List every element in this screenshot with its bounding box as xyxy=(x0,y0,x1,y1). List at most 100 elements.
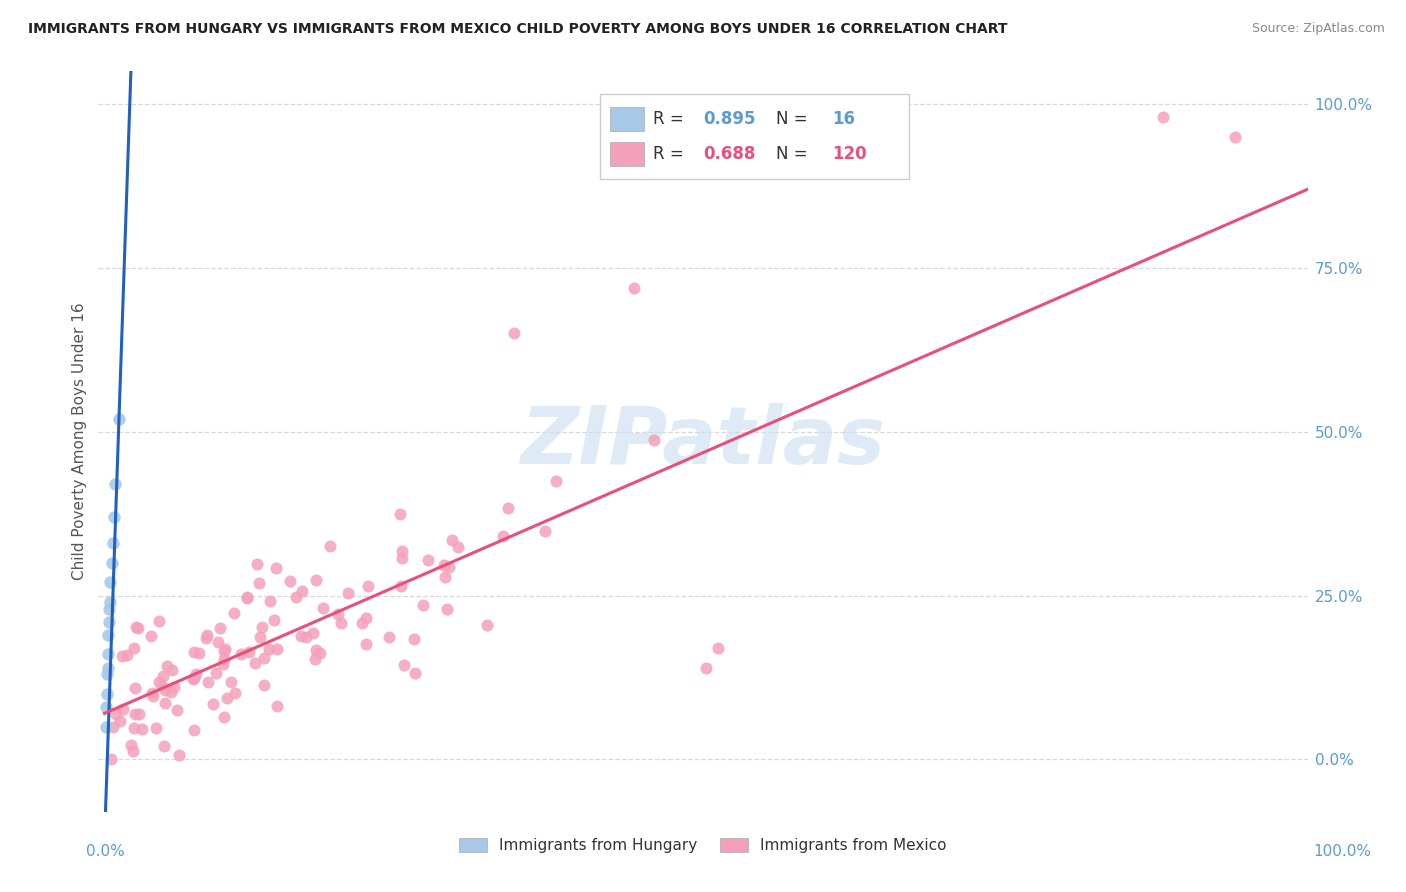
Point xyxy=(441,533,464,548)
Point xyxy=(128,707,150,722)
Point xyxy=(305,573,328,587)
Point xyxy=(120,738,142,752)
Point xyxy=(259,593,281,607)
Text: 0.0%: 0.0% xyxy=(86,845,125,859)
Point xyxy=(150,679,173,693)
Point xyxy=(291,583,314,598)
Point xyxy=(101,721,124,735)
Point xyxy=(285,590,308,604)
Point xyxy=(236,590,259,604)
Point xyxy=(100,595,122,609)
Point xyxy=(224,686,246,700)
Point xyxy=(97,648,120,662)
Point xyxy=(111,648,134,663)
Point xyxy=(212,657,235,672)
Point xyxy=(115,648,138,662)
Point xyxy=(104,707,127,722)
Point xyxy=(302,626,325,640)
Point xyxy=(167,747,190,762)
Point xyxy=(108,714,131,728)
Point xyxy=(391,551,413,566)
Point xyxy=(131,723,153,737)
Point xyxy=(148,614,170,628)
Point xyxy=(96,667,118,681)
Point xyxy=(98,615,121,629)
Legend: Immigrants from Hungary, Immigrants from Mexico: Immigrants from Hungary, Immigrants from… xyxy=(453,832,953,860)
Text: 0.688: 0.688 xyxy=(703,145,755,163)
Point xyxy=(357,579,380,593)
Point xyxy=(695,660,717,674)
Point xyxy=(183,723,205,737)
Point xyxy=(404,666,426,681)
Point xyxy=(195,628,218,642)
Point xyxy=(212,644,235,658)
Text: ZIPatlas: ZIPatlas xyxy=(520,402,886,481)
Point xyxy=(249,630,271,644)
Point xyxy=(643,433,665,447)
Point xyxy=(148,674,170,689)
Point xyxy=(1225,129,1247,144)
Point xyxy=(544,475,567,489)
Point xyxy=(207,634,229,648)
Point xyxy=(197,674,219,689)
Point xyxy=(181,672,204,686)
Text: R =: R = xyxy=(654,145,689,163)
Point xyxy=(245,656,267,670)
FancyBboxPatch shape xyxy=(600,94,908,178)
Point xyxy=(354,637,377,651)
Point xyxy=(433,558,456,573)
Text: 100.0%: 100.0% xyxy=(1313,845,1372,859)
Point xyxy=(259,641,281,656)
Point xyxy=(305,643,328,657)
Point xyxy=(247,575,270,590)
Point xyxy=(391,579,413,593)
Point xyxy=(100,556,122,570)
Text: 0.895: 0.895 xyxy=(703,110,755,128)
Point xyxy=(352,616,374,631)
Point xyxy=(97,660,120,674)
Point xyxy=(156,659,179,673)
Point xyxy=(159,684,181,698)
Point xyxy=(337,586,360,600)
Point xyxy=(319,539,342,553)
Point xyxy=(391,543,413,558)
Point xyxy=(153,696,176,710)
Point xyxy=(204,666,226,681)
Point xyxy=(104,477,127,491)
Point xyxy=(217,690,239,705)
Point xyxy=(94,699,117,714)
Point xyxy=(312,601,335,615)
Point xyxy=(100,752,122,766)
Point xyxy=(121,744,143,758)
Point xyxy=(125,620,148,634)
Point xyxy=(212,710,235,724)
Point xyxy=(418,553,440,567)
Point xyxy=(166,703,188,717)
Point xyxy=(447,541,470,555)
Point xyxy=(162,663,184,677)
Point xyxy=(402,632,425,647)
Point xyxy=(492,529,515,543)
Point xyxy=(1152,110,1174,124)
Point xyxy=(153,739,176,754)
Point xyxy=(330,615,353,630)
Point xyxy=(162,680,184,694)
Point xyxy=(183,645,205,659)
Point xyxy=(152,669,174,683)
Point xyxy=(100,575,122,590)
Point xyxy=(253,650,276,665)
Point xyxy=(290,629,312,643)
Point xyxy=(194,631,217,645)
Bar xyxy=(610,143,644,166)
Point xyxy=(98,601,121,615)
Point xyxy=(141,685,163,699)
Point xyxy=(266,642,288,657)
Point xyxy=(124,706,146,721)
Point xyxy=(142,689,165,703)
Point xyxy=(186,666,208,681)
Point xyxy=(103,509,125,524)
Point xyxy=(145,721,167,735)
Point xyxy=(96,687,118,701)
Text: Source: ZipAtlas.com: Source: ZipAtlas.com xyxy=(1251,22,1385,36)
Point xyxy=(412,598,434,612)
